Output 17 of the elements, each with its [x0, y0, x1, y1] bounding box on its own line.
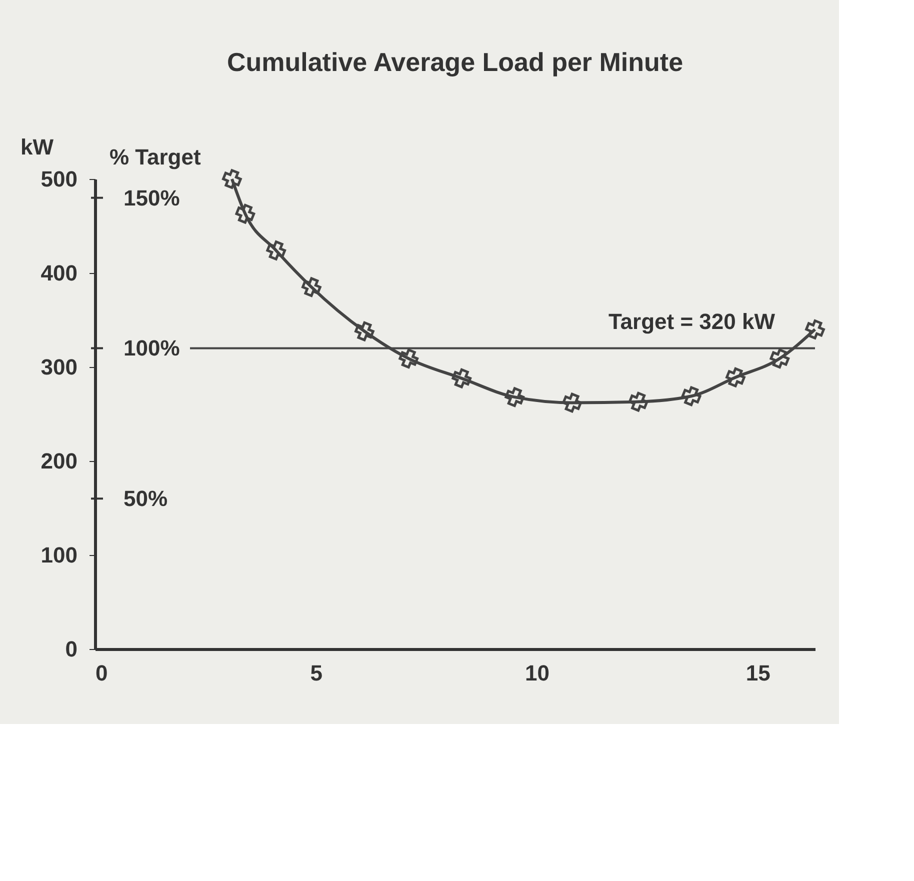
x-tick-label: 10 [524, 660, 550, 686]
chart-title: Cumulative Average Load per Minute [226, 47, 684, 77]
y2-tick-label: 50% [124, 486, 168, 512]
ref-line-label: Target = 320 kW [608, 309, 776, 334]
y2-tick-label: 100% [124, 336, 180, 361]
y-tick-label: 0 [65, 636, 78, 662]
x-tick-label: 5 [310, 660, 322, 686]
y-tick-label: 300 [40, 354, 78, 380]
y-tick-label: 100 [40, 542, 78, 568]
y-tick-label: 400 [40, 260, 78, 286]
y2-tick-label: 150% [124, 185, 180, 210]
y-axis-title: kW [20, 134, 54, 160]
x-tick-label: 0 [96, 660, 108, 686]
x-tick-label: 15 [746, 660, 770, 686]
y-tick-label: 500 [40, 166, 78, 192]
y2-axis-title: % Target [110, 144, 202, 170]
y-tick-label: 200 [40, 448, 78, 474]
